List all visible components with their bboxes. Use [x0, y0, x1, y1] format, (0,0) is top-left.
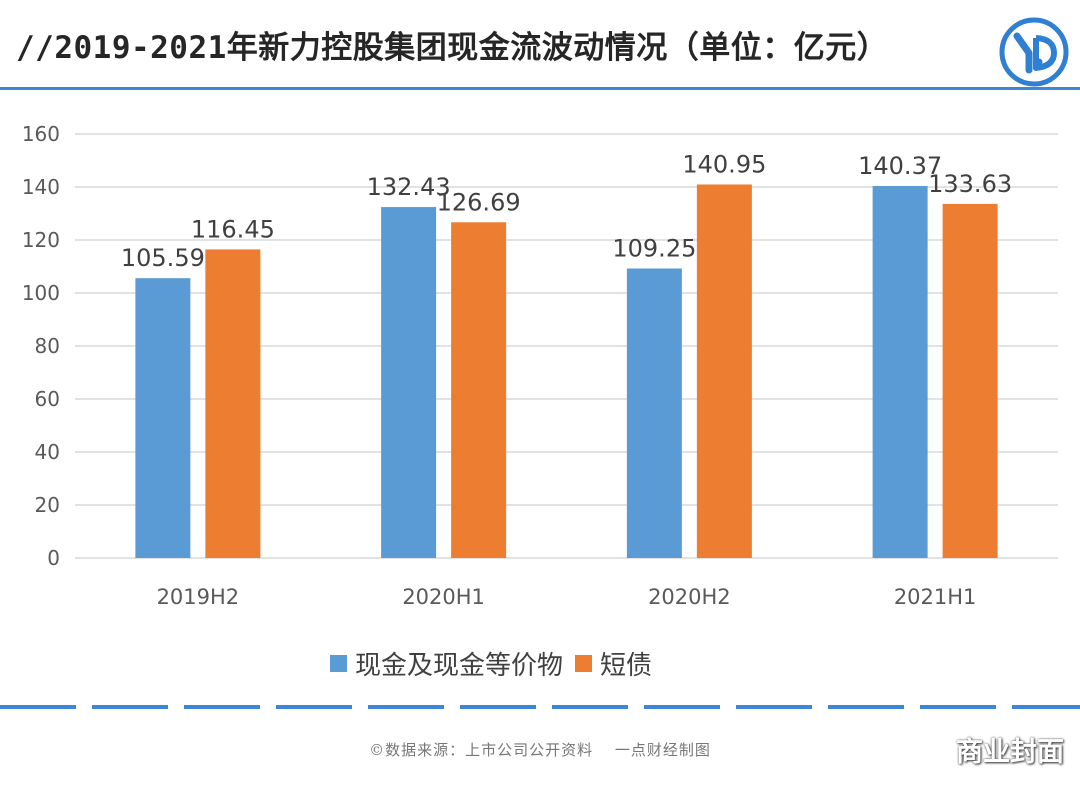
y-tick-label: 120 — [22, 228, 60, 252]
data-label: 105.59 — [121, 244, 205, 272]
bar-cash — [626, 268, 682, 558]
x-tick-label: 2019H2 — [157, 585, 240, 609]
header-divider — [0, 87, 1080, 90]
legend-label-short-debt: 短债 — [600, 650, 653, 681]
legend-label-cash: 现金及现金等价物 — [355, 650, 564, 681]
bar-short-debt — [942, 203, 998, 558]
y-tick-label: 40 — [35, 440, 60, 464]
y-tick-label: 160 — [22, 122, 60, 146]
data-label: 109.25 — [612, 234, 696, 262]
yd-logo-icon — [999, 17, 1069, 87]
y-tick-label: 80 — [35, 334, 60, 358]
y-tick-label: 140 — [22, 175, 60, 199]
y-tick-label: 100 — [22, 281, 60, 305]
bar-cash — [135, 278, 191, 558]
chart-title: //2019-2021年新力控股集团现金流波动情况（单位：亿元） — [16, 30, 889, 66]
bar-short-debt — [451, 222, 507, 559]
legend-item-short-debt: 短债 — [575, 645, 652, 682]
source-note: ©数据来源：上市公司公开资料 一点财经制图 — [369, 741, 711, 759]
watermark: 商业封面 — [956, 737, 1064, 768]
data-label: 140.95 — [682, 150, 766, 178]
legend-item-cash: 现金及现金等价物 — [330, 645, 563, 682]
data-label: 140.37 — [858, 152, 942, 180]
bar-cash — [872, 186, 928, 558]
data-label: 132.43 — [367, 173, 451, 201]
x-tick-label: 2020H1 — [402, 585, 485, 609]
bar-short-debt — [696, 184, 752, 559]
chart-legend: 现金及现金等价物 短债 — [330, 645, 652, 681]
legend-swatch-short-debt — [575, 654, 593, 672]
x-tick-label: 2020H2 — [648, 585, 731, 609]
footer-divider — [0, 705, 1080, 709]
y-tick-label: 0 — [47, 546, 60, 570]
bar-short-debt — [205, 249, 261, 558]
y-tick-label: 20 — [35, 493, 60, 517]
data-label: 116.45 — [191, 215, 275, 243]
data-label: 126.69 — [437, 188, 521, 216]
x-tick-label: 2021H1 — [894, 585, 977, 609]
data-label: 133.63 — [928, 170, 1012, 198]
legend-swatch-cash — [330, 654, 347, 672]
bar-cash — [381, 207, 437, 559]
y-tick-label: 60 — [35, 387, 60, 411]
